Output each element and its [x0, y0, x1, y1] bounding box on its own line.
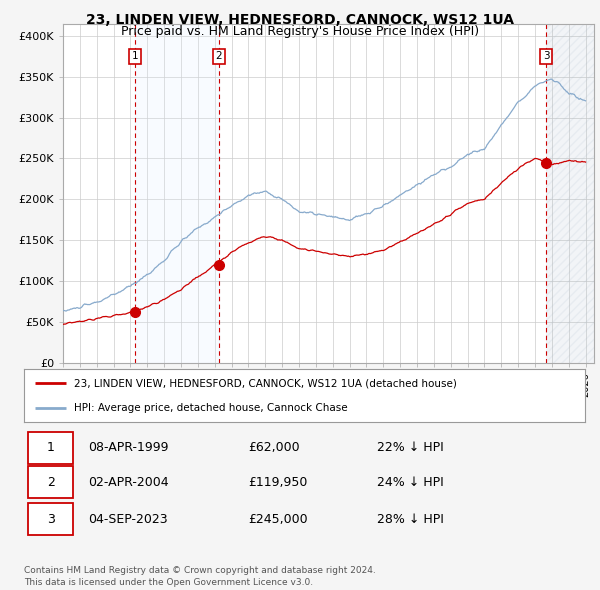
Text: 02-APR-2004: 02-APR-2004 — [89, 476, 169, 489]
Text: Price paid vs. HM Land Registry's House Price Index (HPI): Price paid vs. HM Land Registry's House … — [121, 25, 479, 38]
FancyBboxPatch shape — [28, 466, 73, 499]
Text: £119,950: £119,950 — [248, 476, 308, 489]
Text: 2: 2 — [47, 476, 55, 489]
Text: 3: 3 — [543, 51, 550, 61]
Text: 2: 2 — [215, 51, 222, 61]
Bar — [546, 24, 594, 363]
Text: 1: 1 — [131, 51, 138, 61]
FancyBboxPatch shape — [28, 432, 73, 464]
Text: £62,000: £62,000 — [248, 441, 300, 454]
Text: 23, LINDEN VIEW, HEDNESFORD, CANNOCK, WS12 1UA (detached house): 23, LINDEN VIEW, HEDNESFORD, CANNOCK, WS… — [74, 378, 457, 388]
Text: 22% ↓ HPI: 22% ↓ HPI — [377, 441, 444, 454]
Text: 24% ↓ HPI: 24% ↓ HPI — [377, 476, 444, 489]
FancyBboxPatch shape — [28, 503, 73, 535]
Text: Contains HM Land Registry data © Crown copyright and database right 2024.
This d: Contains HM Land Registry data © Crown c… — [24, 566, 376, 587]
Text: 04-SEP-2023: 04-SEP-2023 — [89, 513, 168, 526]
Text: HPI: Average price, detached house, Cannock Chase: HPI: Average price, detached house, Cann… — [74, 402, 348, 412]
Text: 23, LINDEN VIEW, HEDNESFORD, CANNOCK, WS12 1UA: 23, LINDEN VIEW, HEDNESFORD, CANNOCK, WS… — [86, 13, 514, 27]
Text: 3: 3 — [47, 513, 55, 526]
Bar — [135, 24, 219, 363]
Text: £245,000: £245,000 — [248, 513, 308, 526]
Text: 08-APR-1999: 08-APR-1999 — [89, 441, 169, 454]
Text: 28% ↓ HPI: 28% ↓ HPI — [377, 513, 445, 526]
Text: 1: 1 — [47, 441, 55, 454]
